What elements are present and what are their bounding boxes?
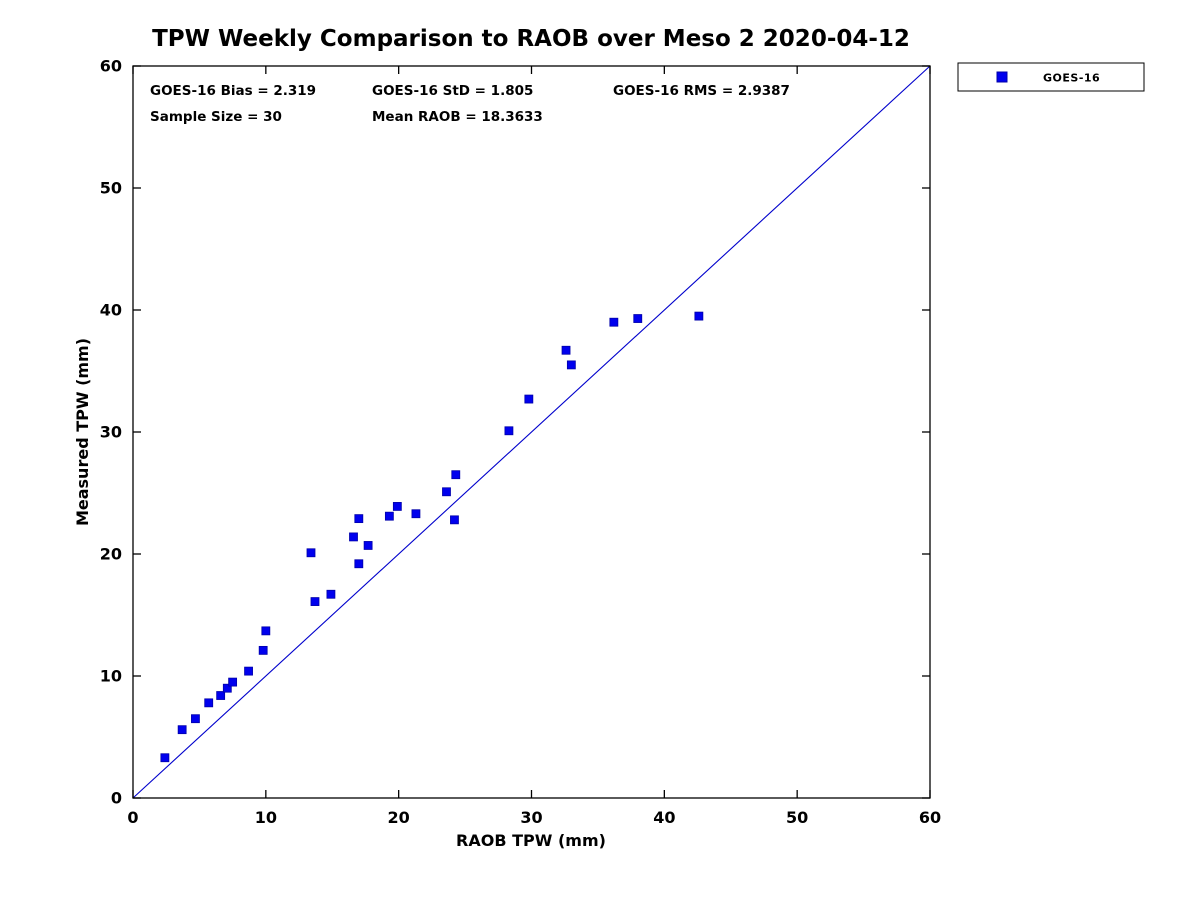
- chart-title: TPW Weekly Comparison to RAOB over Meso …: [152, 26, 910, 52]
- data-point-marker: [222, 683, 232, 693]
- y-tick-label: 60: [100, 57, 122, 76]
- stat-mean-raob: Mean RAOB = 18.3633: [372, 109, 543, 125]
- legend-label: GOES-16: [1043, 72, 1100, 85]
- x-tick-label: 30: [520, 808, 542, 827]
- x-axis-label: RAOB TPW (mm): [456, 831, 606, 850]
- y-tick-label: 40: [100, 301, 122, 320]
- stat-sample-size: Sample Size = 30: [150, 109, 282, 125]
- data-point-marker: [244, 666, 253, 676]
- x-tick-label: 0: [127, 808, 138, 827]
- data-point-marker: [633, 314, 643, 323]
- identity-line-group: [132, 65, 931, 799]
- data-point-marker: [450, 515, 459, 525]
- y-tick-label: 0: [111, 789, 122, 808]
- data-point-marker: [349, 532, 358, 542]
- stat-std: GOES-16 StD = 1.805: [372, 83, 533, 99]
- data-point-marker: [504, 426, 514, 436]
- data-point-marker: [363, 541, 373, 550]
- data-point-marker: [326, 589, 336, 599]
- y-tick-label: 30: [100, 423, 122, 442]
- data-point-marker: [392, 502, 402, 511]
- x-tick-label: 60: [919, 808, 941, 827]
- x-tick-label: 40: [653, 808, 675, 827]
- y-tick-label: 10: [100, 667, 122, 686]
- stat-bias: GOES-16 Bias = 2.319: [150, 83, 316, 99]
- data-point-marker: [216, 691, 226, 700]
- x-tick-label: 50: [786, 808, 808, 827]
- data-point-marker: [310, 597, 320, 606]
- data-point-marker: [354, 559, 364, 569]
- y-tick-label: 20: [100, 545, 122, 564]
- data-point-marker: [204, 698, 214, 708]
- data-point-marker: [411, 509, 421, 519]
- data-point-marker: [524, 394, 534, 404]
- data-point-marker: [451, 470, 461, 480]
- stat-rms: GOES-16 RMS = 2.9387: [613, 83, 790, 99]
- data-point-marker: [442, 487, 451, 497]
- data-point-marker: [177, 725, 187, 735]
- data-point-marker: [306, 548, 316, 558]
- x-tick-label: 10: [255, 808, 277, 827]
- data-point-marker: [384, 511, 394, 521]
- axis-ticks-group: 0 10 20 30 40 50 60 0 10 20 30 40 50 60: [100, 57, 941, 828]
- data-point-marker: [561, 345, 571, 355]
- data-point-marker: [258, 645, 268, 655]
- data-point-marker: [354, 514, 364, 524]
- identity-line: [132, 65, 931, 799]
- data-points-group: [160, 311, 704, 763]
- data-point-marker: [160, 753, 170, 763]
- legend-box: [957, 62, 1145, 92]
- legend: GOES-16: [957, 62, 1145, 92]
- data-point-marker: [228, 677, 238, 687]
- y-axis-label: Measured TPW (mm): [73, 338, 92, 526]
- y-tick-label: 50: [100, 179, 122, 198]
- data-point-marker: [261, 626, 271, 636]
- data-point-marker: [609, 317, 619, 327]
- data-point-marker: [566, 360, 576, 370]
- data-point-marker: [694, 311, 704, 321]
- x-tick-label: 20: [388, 808, 410, 827]
- data-point-marker: [191, 714, 200, 724]
- legend-marker-icon: [996, 71, 1008, 83]
